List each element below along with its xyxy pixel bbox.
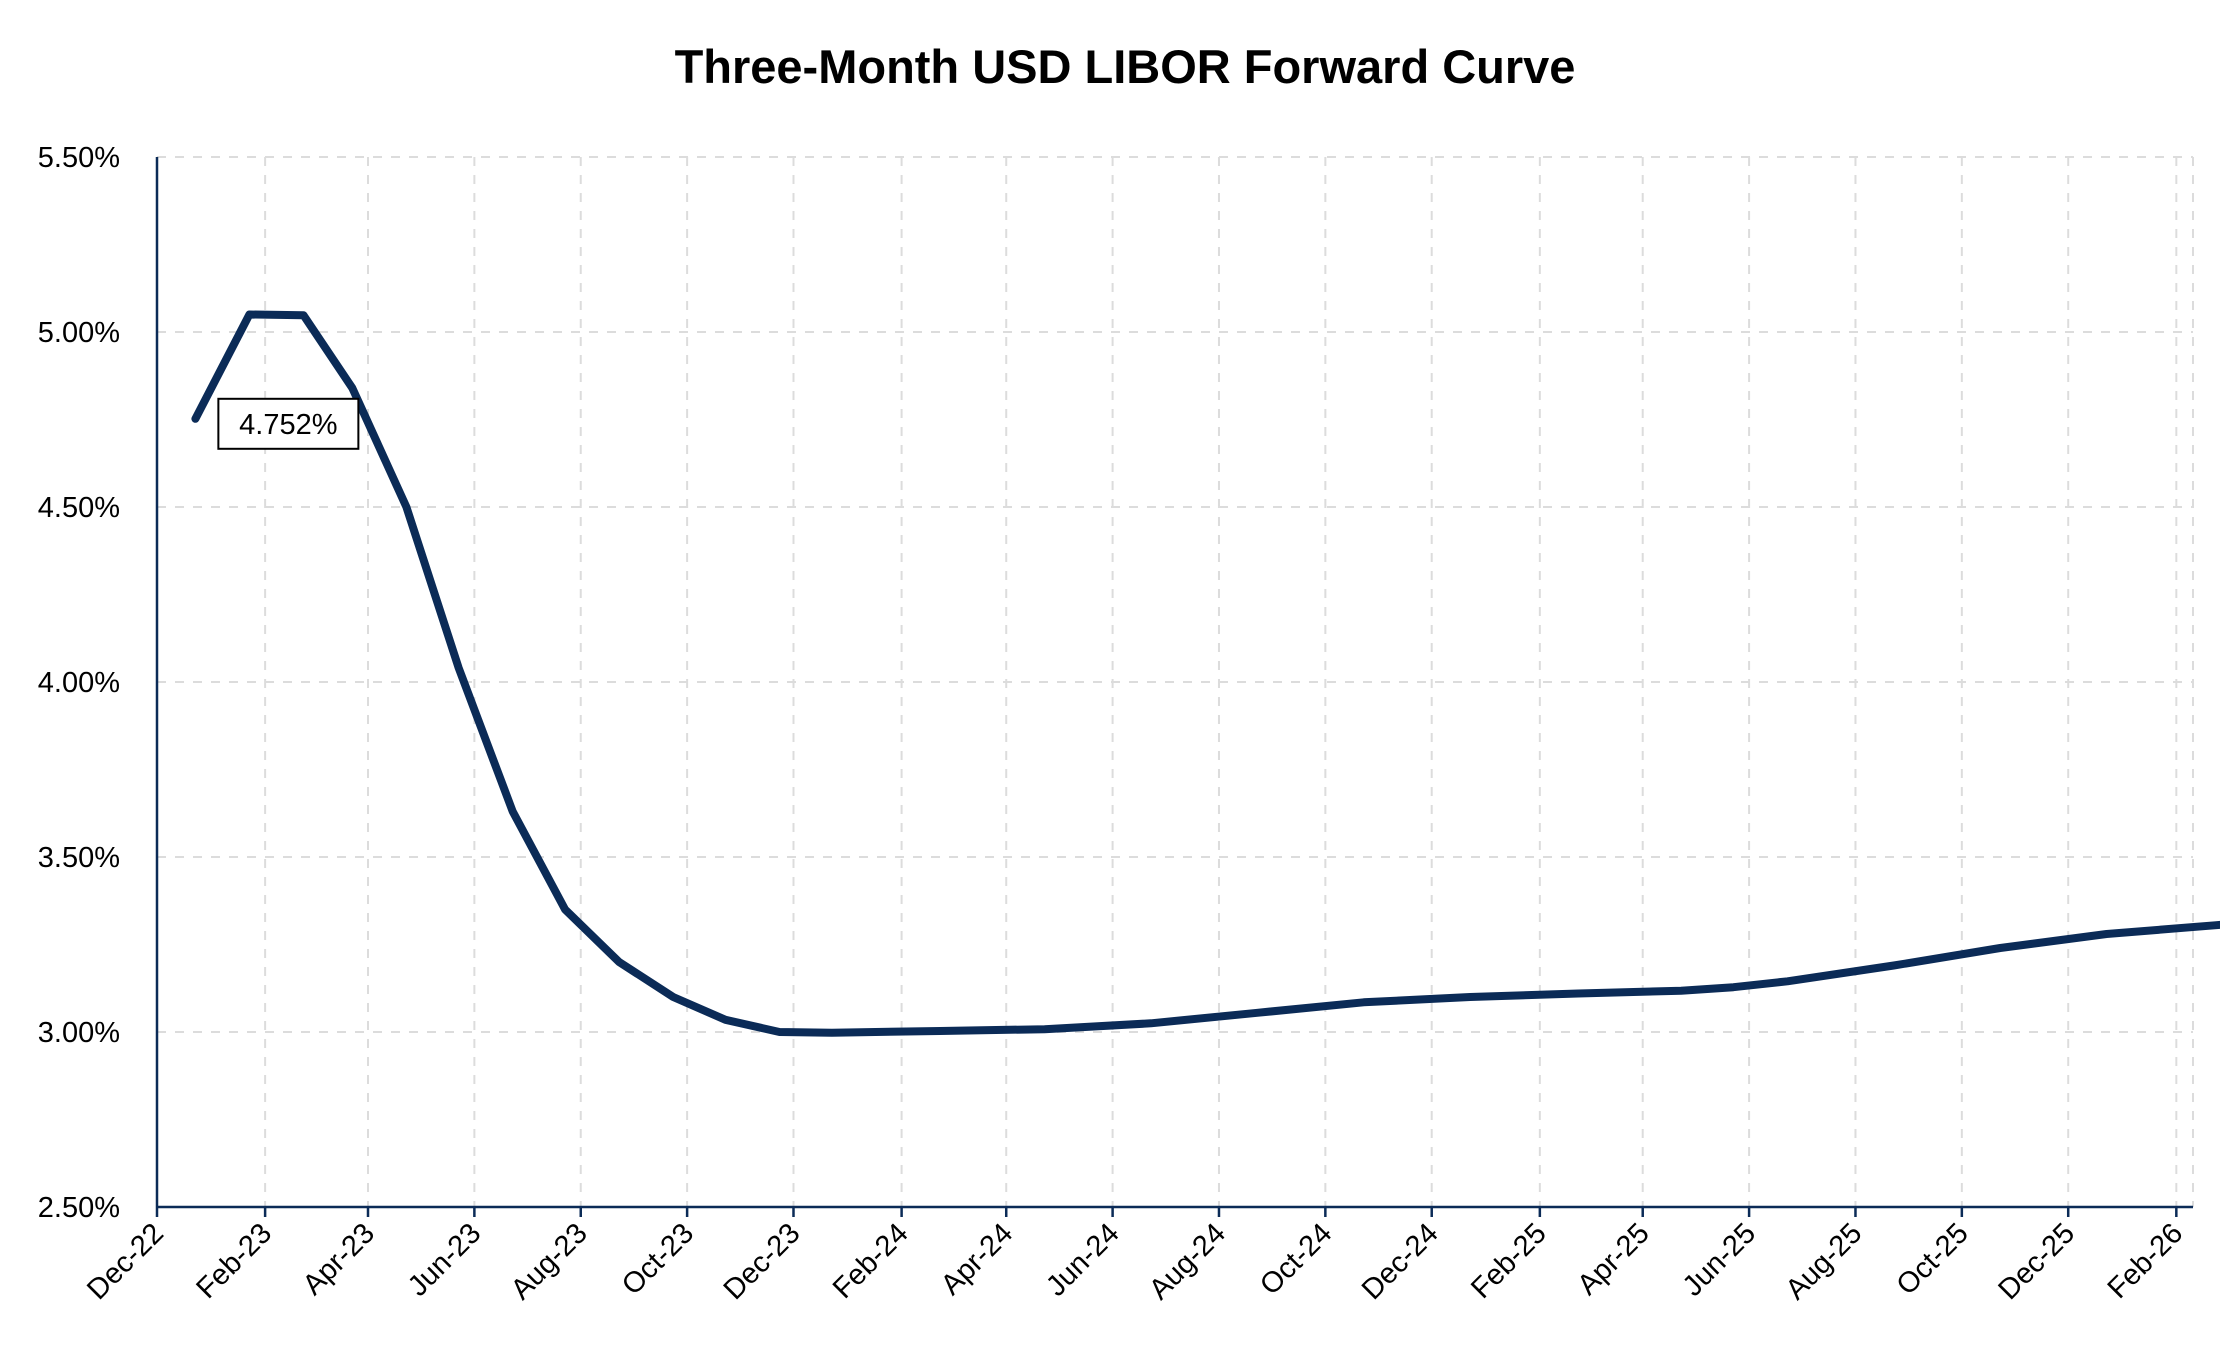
y-tick-label: 4.00% xyxy=(38,667,120,699)
x-tick-label: Dec-23 xyxy=(718,1217,807,1306)
x-tick-label: Oct-23 xyxy=(616,1217,700,1301)
x-tick-label: Apr-23 xyxy=(297,1217,381,1301)
y-tick-label: 5.00% xyxy=(38,317,120,349)
series xyxy=(191,310,2220,1037)
gridlines xyxy=(157,156,2194,1207)
callout-label: 4.752% xyxy=(239,409,337,441)
y-tick-label: 3.50% xyxy=(38,842,120,874)
x-tick-label: Apr-24 xyxy=(935,1217,1019,1301)
x-tick-label: Dec-22 xyxy=(81,1217,170,1306)
x-tick-label: Oct-25 xyxy=(1891,1217,1975,1301)
y-tick-label: 4.50% xyxy=(38,492,120,524)
x-tick-label: Jun-24 xyxy=(1040,1217,1125,1302)
x-tick-label: Aug-24 xyxy=(1143,1217,1232,1306)
y-tick-label: 5.50% xyxy=(38,142,120,174)
x-tick-label: Dec-25 xyxy=(1992,1217,2081,1306)
y-tick-label: 2.50% xyxy=(38,1192,120,1224)
series-line xyxy=(191,310,2220,1037)
x-tick-label: Aug-23 xyxy=(505,1217,594,1306)
x-tick-label: Feb-25 xyxy=(1465,1217,1553,1305)
x-tick-label: Feb-23 xyxy=(190,1217,278,1305)
x-tick-label: Aug-25 xyxy=(1780,1217,1869,1306)
y-tick-label: 3.00% xyxy=(38,1017,120,1049)
data-callout: 4.752% xyxy=(217,397,360,450)
x-tick-label: Oct-24 xyxy=(1254,1217,1338,1301)
axes xyxy=(155,157,2193,1217)
chart-title: Three-Month USD LIBOR Forward Curve xyxy=(675,40,1576,93)
x-tick-label: Jun-23 xyxy=(402,1217,487,1302)
y-axis-ticks: 2.50% 3.00% 3.50% 4.00% 4.50% 5.00% 5.50% xyxy=(38,142,120,1224)
x-tick-label: Feb-26 xyxy=(2102,1217,2190,1305)
x-axis-ticks: Dec-22 Feb-23 Apr-23 Jun-23 Aug-23 Oct-23 Dec-… xyxy=(81,1217,2189,1306)
x-tick-label: Feb-24 xyxy=(827,1217,915,1305)
callout-box xyxy=(217,397,360,450)
x-tick-label: Apr-25 xyxy=(1571,1217,1655,1301)
x-tick-label: Dec-24 xyxy=(1356,1217,1445,1306)
x-tick-label: Jun-25 xyxy=(1677,1217,1762,1302)
